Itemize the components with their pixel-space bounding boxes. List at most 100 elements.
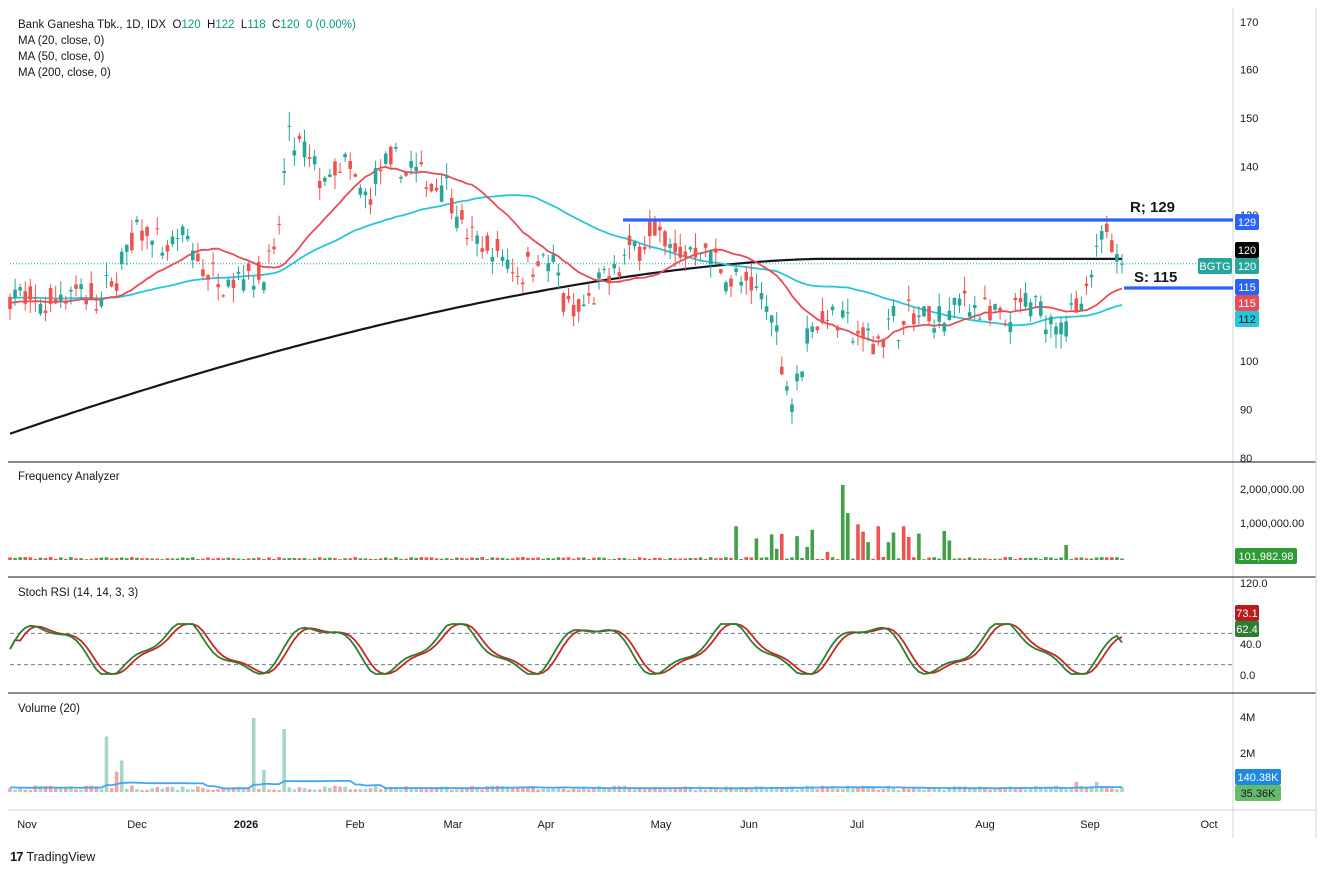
candle-body [607, 276, 611, 284]
frequency-bar [434, 558, 439, 560]
candle-body [297, 135, 302, 140]
volume-bar [881, 789, 886, 792]
frequency-bar [1003, 557, 1008, 560]
volume-bar [84, 785, 88, 792]
volume-bar [358, 789, 363, 792]
frequency-bar [124, 558, 129, 560]
frequency-bar [104, 557, 109, 560]
volume-pane[interactable] [8, 718, 1124, 792]
candle-body [866, 328, 870, 331]
volume-bar [378, 789, 383, 792]
stoch-rsi-pane[interactable] [9, 623, 1233, 675]
frequency-bar [323, 558, 327, 560]
frequency-bar [251, 558, 256, 560]
candle-body [688, 247, 693, 250]
volume-bar [759, 786, 764, 792]
frequency-bar [713, 558, 718, 560]
volume-bar [861, 785, 865, 792]
frequency-bar [774, 548, 779, 560]
frequency-bar [201, 558, 205, 560]
candle-body [764, 306, 769, 312]
frequency-bar [312, 558, 317, 560]
stoch-tick-label: 0.0 [1240, 670, 1255, 682]
candle-body [922, 306, 926, 317]
candle-body [338, 171, 342, 173]
volume-bar [927, 787, 931, 792]
volume-bar [587, 789, 591, 792]
volume-bar [444, 786, 449, 792]
candle-body [576, 299, 581, 312]
volume-bar [485, 786, 490, 792]
frequency-pane[interactable] [8, 485, 1124, 560]
volume-bar [13, 789, 17, 792]
frequency-bar [754, 538, 759, 560]
frequency-pane-title[interactable]: Frequency Analyzer [18, 471, 120, 483]
frequency-bar [399, 558, 403, 560]
support-label: S: 115 [1134, 269, 1177, 286]
resistance-price-tag-box [1235, 214, 1259, 230]
frequency-bar [744, 557, 749, 560]
candle-body [597, 272, 601, 279]
volume-bar [368, 788, 373, 792]
frequency-bar [48, 557, 53, 560]
volume-bar [323, 786, 327, 792]
volume-bar [647, 788, 652, 792]
frequency-bar [805, 547, 809, 560]
price-tick-label: 100 [1240, 356, 1258, 368]
volume-bar [206, 789, 210, 792]
frequency-bar [333, 558, 337, 560]
frequency-bar [196, 558, 200, 560]
time-tick-label: Aug [975, 819, 995, 831]
volume-bar [79, 789, 83, 792]
frequency-bar [13, 558, 17, 560]
support-price-tag-box [1235, 279, 1259, 295]
frequency-bar [180, 557, 185, 560]
volume-bar [566, 789, 571, 792]
candle-body [983, 297, 987, 300]
candle-body [901, 321, 906, 325]
frequency-bar [74, 558, 78, 560]
frequency-bar [236, 558, 241, 560]
ma20-legend[interactable]: MA (20, close, 0) [18, 35, 105, 47]
volume-bar [89, 785, 94, 792]
stoch-pane-title[interactable]: Stoch RSI (14, 14, 3, 3) [18, 587, 139, 599]
volume-bar [1110, 788, 1114, 792]
candle-body [444, 176, 449, 179]
tradingview-branding[interactable]: 17 TradingView [10, 849, 95, 864]
volume-bar [399, 789, 403, 792]
time-tick-label: May [651, 819, 672, 831]
volume-bar [297, 787, 302, 792]
chart-legend: Bank Ganesha Tbk., 1D, IDX O120 H122 L11… [18, 17, 356, 81]
volume-bar [348, 789, 353, 792]
volume-bar [394, 787, 398, 792]
volume-bar [1033, 786, 1038, 792]
volume-bar [815, 789, 820, 792]
time-tick-label: Mar [444, 819, 463, 831]
frequency-bar [967, 557, 972, 560]
frequency-bar [99, 557, 104, 560]
stoch-k-tag-box [1235, 621, 1259, 637]
ma50-legend[interactable]: MA (50, close, 0) [18, 51, 105, 63]
price-pane[interactable]: R; 129 S: 115 [8, 111, 1233, 435]
candle-body [74, 284, 78, 289]
volume-bar [744, 788, 749, 792]
volume-bar [556, 787, 561, 792]
volume-bar [221, 789, 226, 792]
candle-body [155, 228, 160, 230]
volume-bar [866, 786, 870, 792]
volume-bar [1013, 788, 1018, 792]
frequency-bar [546, 557, 551, 560]
volume-bar [135, 789, 139, 792]
candle-body [952, 297, 957, 305]
volume-bar [891, 788, 896, 792]
frequency-bar [683, 558, 688, 560]
volume-bar [901, 787, 906, 792]
frequency-bar [861, 531, 865, 560]
frequency-bar [480, 557, 485, 560]
volume-pane-title[interactable]: Volume (20) [18, 703, 81, 715]
ma200-legend[interactable]: MA (200, close, 0) [18, 67, 111, 79]
volume-bar [48, 785, 53, 792]
candle-body [236, 271, 241, 274]
volume-bar [952, 786, 957, 792]
